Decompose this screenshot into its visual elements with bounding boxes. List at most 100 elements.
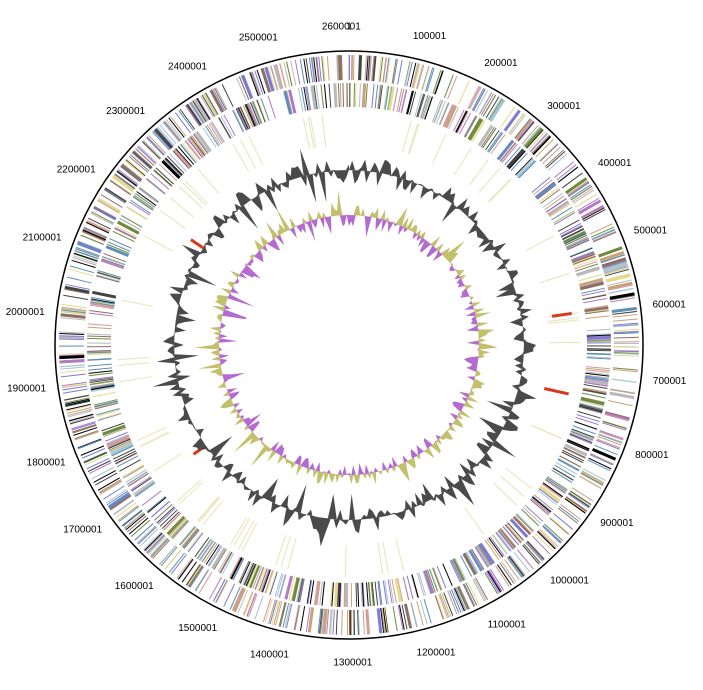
gene-stripe xyxy=(585,371,610,376)
gene-stripe xyxy=(371,84,375,109)
gene-stripe xyxy=(221,553,235,575)
gene-stripe xyxy=(213,548,227,570)
gene-stripe xyxy=(135,148,155,166)
gene-stripe xyxy=(419,94,429,119)
gene-stripe xyxy=(569,184,591,200)
gene-stripe xyxy=(103,252,127,263)
gene-stripe xyxy=(67,410,93,418)
gene-stripe xyxy=(188,565,204,588)
gene-stripe xyxy=(424,96,433,120)
gene-stripe xyxy=(88,367,113,371)
gene-stripe xyxy=(330,582,333,607)
gene-stripe xyxy=(463,583,476,607)
gene-stripe xyxy=(71,259,96,269)
gene-stripe xyxy=(78,240,102,251)
gene-stripe xyxy=(276,573,284,597)
gene-stripe xyxy=(422,66,430,91)
gene-stripe xyxy=(432,69,442,94)
gene-stripe xyxy=(531,496,552,513)
feature-line xyxy=(159,209,187,230)
gene-stripe xyxy=(91,296,116,303)
gene-stripe xyxy=(586,333,611,336)
gene-stripe xyxy=(242,562,253,585)
gene-stripe xyxy=(242,105,254,128)
gene-stripe xyxy=(273,600,281,626)
gene-stripe xyxy=(87,323,112,327)
feature-line xyxy=(453,147,472,176)
gene-stripe xyxy=(579,281,604,291)
gene-stripe xyxy=(125,513,146,531)
feature-line xyxy=(197,168,220,194)
gene-stripe xyxy=(487,570,502,593)
gene-stripe xyxy=(409,62,417,88)
gene-stripe xyxy=(339,83,342,108)
gene-stripe xyxy=(371,581,375,606)
gene-stripe xyxy=(582,388,607,394)
gene-stripe xyxy=(590,453,614,465)
gene-stripe xyxy=(572,256,596,266)
gene-stripe xyxy=(242,591,253,616)
gene-stripe xyxy=(414,93,423,117)
gene-stripe xyxy=(111,445,134,457)
gene-stripe xyxy=(469,119,484,141)
gene-stripe xyxy=(130,476,152,491)
gene-stripe xyxy=(106,434,129,445)
gene-stripe xyxy=(583,387,607,393)
feature-line xyxy=(177,479,202,502)
gene-stripe xyxy=(87,363,112,367)
gene-stripe xyxy=(338,55,342,81)
gene-stripe xyxy=(382,580,388,605)
gene-stripe xyxy=(610,295,635,301)
gene-stripe xyxy=(237,107,249,130)
gene-stripe xyxy=(144,533,164,552)
gene-stripe xyxy=(122,163,143,180)
gene-stripe xyxy=(323,84,328,109)
gene-stripe xyxy=(59,364,85,368)
gene-stripe xyxy=(581,392,606,399)
gene-stripe xyxy=(170,116,187,137)
feature-line xyxy=(531,425,562,439)
gene-stripe xyxy=(215,87,228,110)
gene-stripe xyxy=(522,544,540,565)
gene-stripe xyxy=(497,530,514,550)
gene-stripe xyxy=(71,422,96,431)
gene-stripe xyxy=(586,353,611,356)
gene-stripe xyxy=(409,91,417,115)
gene-stripe xyxy=(103,189,126,204)
gene-stripe xyxy=(205,92,219,115)
gene-stripe xyxy=(133,150,153,168)
gene-stripe xyxy=(72,423,97,433)
gene-stripe xyxy=(313,85,318,110)
gene-stripe xyxy=(104,188,126,203)
gene-stripe xyxy=(557,219,580,232)
gene-stripe xyxy=(401,89,408,113)
gene-stripe xyxy=(549,203,571,218)
gene-stripe xyxy=(223,114,236,137)
gene-stripe xyxy=(299,578,305,603)
gene-stripe xyxy=(566,238,589,250)
gene-stripe xyxy=(589,223,613,235)
feature-line xyxy=(464,507,484,535)
gene-stripe xyxy=(114,227,137,240)
feature-line xyxy=(179,481,204,504)
gene-stripe xyxy=(410,602,418,627)
gene-stripe xyxy=(398,88,405,113)
gene-stripe xyxy=(207,545,222,567)
gene-stripe xyxy=(389,579,395,604)
gene-stripe xyxy=(426,569,436,593)
gene-stripe xyxy=(425,67,434,92)
gene-stripe xyxy=(93,399,118,406)
gene-stripe xyxy=(563,232,586,244)
gene-stripe xyxy=(411,574,419,598)
gene-stripe xyxy=(538,529,557,549)
gene-stripe xyxy=(296,578,302,602)
tick-label: 1100001 xyxy=(488,620,527,631)
gene-stripe xyxy=(562,172,583,189)
gene-stripe xyxy=(217,550,231,573)
gene-stripe xyxy=(553,210,575,224)
gene-stripe xyxy=(185,103,203,127)
gene-stripe xyxy=(585,374,609,379)
feature-line xyxy=(382,542,389,574)
feature-line xyxy=(153,453,182,472)
